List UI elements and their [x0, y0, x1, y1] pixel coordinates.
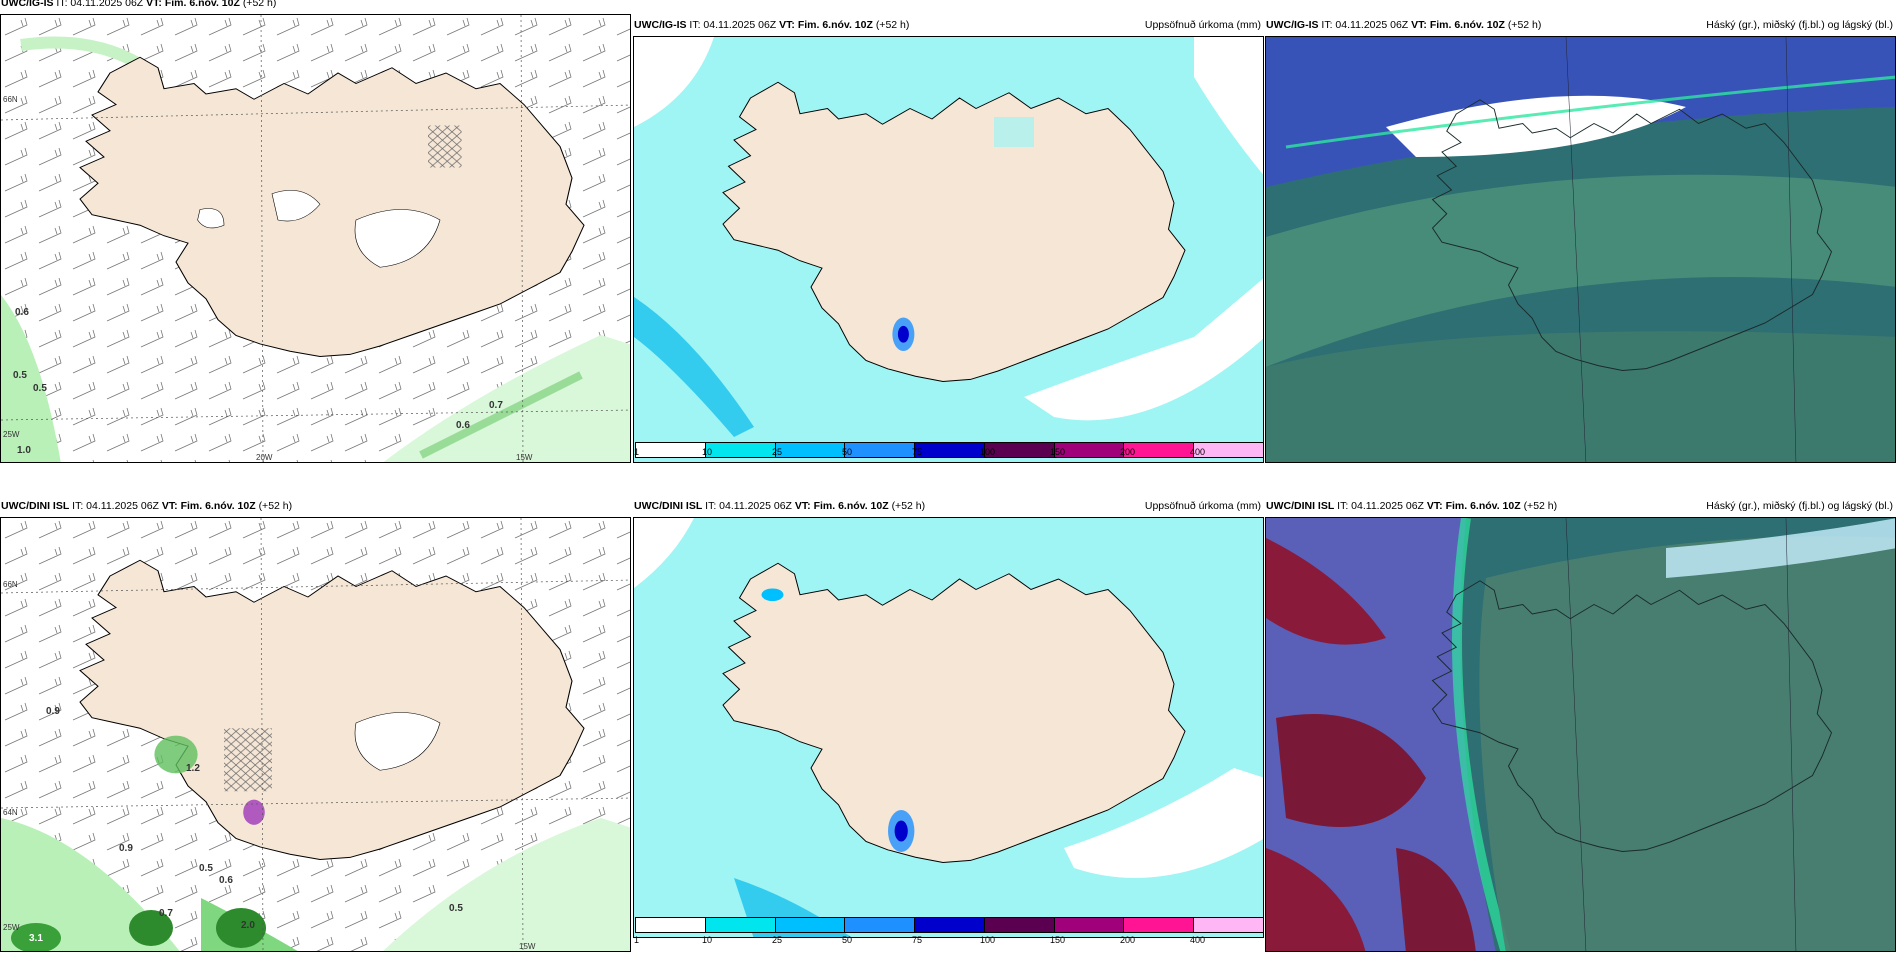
- legend-swatch: [1124, 443, 1195, 457]
- panel-dini-precip: UWC/DINI ISL IT: 04.11.2025 06Z VT: Fim.…: [633, 495, 1264, 958]
- panel-header: UWC/DINI ISL IT: 04.11.2025 06Z VT: Fim.…: [0, 495, 631, 517]
- wind-value: 2.0: [241, 920, 255, 931]
- legend-swatch: [705, 443, 776, 457]
- wind-value: 0.5: [33, 383, 47, 394]
- legend-swatch: [636, 443, 706, 457]
- panel-subtitle: Háský (gr.), miðský (fj.bl.) og lágský (…: [1706, 500, 1893, 512]
- wind-value: 0.9: [119, 843, 133, 854]
- legend-tick: 25: [772, 447, 783, 457]
- panel-subtitle: Uppsöfnuð úrkoma (mm): [1144, 19, 1261, 31]
- legend-swatch: [984, 918, 1055, 932]
- precip-legend-bar: [635, 917, 1263, 933]
- map-wind[interactable]: 66N 25W 20W 15W 0.6 0.5 0.5 0.7 0.6 1.0: [0, 14, 631, 463]
- map-clouds[interactable]: [1265, 36, 1896, 463]
- panel-title: UWC/DINI ISL IT: 04.11.2025 06Z VT: Fim.…: [634, 500, 926, 512]
- lat-label-66n: 66N: [3, 95, 18, 104]
- wind-value: 0.5: [449, 903, 463, 914]
- legend-swatch: [1054, 443, 1125, 457]
- lon-label-15w: 15W: [519, 942, 536, 951]
- legend-tick: 150: [1050, 447, 1066, 457]
- legend-swatch: [1054, 918, 1125, 932]
- legend-swatch: [984, 443, 1055, 457]
- map-clouds[interactable]: [1265, 517, 1896, 952]
- legend-tick: 10: [702, 447, 713, 457]
- wind-value: 0.5: [199, 863, 213, 874]
- wind-value: 1.0: [17, 445, 31, 456]
- legend-tick: 400: [1190, 447, 1206, 457]
- legend-tick: 100: [980, 935, 996, 945]
- panel-title: UWC/IG-IS IT: 04.11.2025 06Z VT: Fim. 6.…: [634, 19, 910, 31]
- legend-swatch: [1194, 443, 1263, 457]
- legend-swatch: [1194, 918, 1263, 932]
- lon-label-25w: 25W: [3, 430, 20, 439]
- legend-swatch: [1124, 918, 1195, 932]
- legend-swatch: [705, 918, 776, 932]
- legend-swatch: [845, 918, 916, 932]
- lat-label-64n: 64N: [3, 808, 18, 817]
- legend-tick: 200: [1120, 935, 1136, 945]
- panel-title: UWC/IG-IS IT: 04.11.2025 06Z VT: Fim. 6.…: [1266, 19, 1542, 31]
- wind-value: 0.6: [219, 875, 233, 886]
- panel-title: UWC/IG-IS IT: 04.11.2025 06Z VT: Fim. 6.…: [1, 0, 277, 9]
- legend-tick: 150: [1050, 935, 1066, 945]
- legend-tick: 1: [634, 935, 640, 945]
- panel-header: UWC/IG-IS IT: 04.11.2025 06Z VT: Fim. 6.…: [633, 14, 1264, 36]
- wind-value: 0.6: [456, 420, 470, 431]
- legend-swatch: [915, 918, 985, 932]
- lon-label-25w: 25W: [3, 923, 20, 932]
- wind-value: 0.7: [489, 400, 503, 411]
- legend-swatch: [775, 918, 846, 932]
- legend-tick: 25: [772, 935, 783, 945]
- legend-tick: 75: [912, 447, 923, 457]
- panel-header: UWC/DINI ISL IT: 04.11.2025 06Z VT: Fim.…: [1265, 495, 1896, 517]
- lat-label-66n: 66N: [3, 580, 18, 589]
- panel-header: UWC/IG-IS IT: 04.11.2025 06Z VT: Fim. 6.…: [1265, 14, 1896, 36]
- legend-tick: 10: [702, 935, 713, 945]
- panel-igis-clouds: UWC/IG-IS IT: 04.11.2025 06Z VT: Fim. 6.…: [1265, 14, 1896, 477]
- legend-tick: 50: [842, 447, 853, 457]
- legend-tick: 50: [842, 935, 853, 945]
- panel-header: UWC/IG-IS IT: 04.11.2025 06Z VT: Fim. 6.…: [0, 0, 631, 22]
- panel-igis-precip: UWC/IG-IS IT: 04.11.2025 06Z VT: Fim. 6.…: [633, 14, 1264, 477]
- precip-legend-ticks: 1 10 25 50 75 100 150 200 400: [634, 447, 1263, 461]
- wind-value: 0.5: [13, 370, 27, 381]
- lon-label-15w: 15W: [516, 453, 533, 462]
- panel-subtitle: Uppsöfnuð úrkoma (mm): [1144, 500, 1261, 512]
- panel-subtitle: Háský (gr.), miðský (fj.bl.) og lágský (…: [1706, 19, 1893, 31]
- legend-swatch: [636, 918, 706, 932]
- legend-tick: 200: [1120, 447, 1136, 457]
- panel-dini-clouds: UWC/DINI ISL IT: 04.11.2025 06Z VT: Fim.…: [1265, 495, 1896, 958]
- precip-legend-bar: [635, 442, 1263, 458]
- legend-swatch: [845, 443, 916, 457]
- legend-swatch: [775, 443, 846, 457]
- wind-value: 0.7: [159, 908, 173, 919]
- panel-igis-wind: UWC/IG-IS IT: 04.11.2025 06Z VT: Fim. 6.…: [0, 0, 631, 463]
- wind-value: 0.6: [15, 307, 29, 318]
- wind-value: 3.1: [29, 933, 43, 944]
- precip-legend-ticks: 1 10 25 50 75 100 150 200 400: [634, 935, 1263, 949]
- map-wind[interactable]: 66N 64N 25W 15W 0.9 0.9 0.5 0.6 0.7 2.0 …: [0, 517, 631, 952]
- panel-header: UWC/DINI ISL IT: 04.11.2025 06Z VT: Fim.…: [633, 495, 1264, 517]
- legend-tick: 1: [634, 447, 640, 457]
- wind-value: 1.2: [186, 763, 200, 774]
- panel-dini-wind: UWC/DINI ISL IT: 04.11.2025 06Z VT: Fim.…: [0, 495, 631, 958]
- legend-tick: 400: [1190, 935, 1206, 945]
- wind-value: 0.9: [46, 706, 60, 717]
- map-precip[interactable]: [633, 36, 1264, 463]
- panel-title: UWC/DINI ISL IT: 04.11.2025 06Z VT: Fim.…: [1, 500, 293, 512]
- legend-tick: 75: [912, 935, 923, 945]
- legend-swatch: [915, 443, 985, 457]
- legend-tick: 100: [980, 447, 996, 457]
- map-precip[interactable]: [633, 517, 1264, 938]
- lon-label-20w: 20W: [256, 453, 273, 462]
- panel-title: UWC/DINI ISL IT: 04.11.2025 06Z VT: Fim.…: [1266, 500, 1558, 512]
